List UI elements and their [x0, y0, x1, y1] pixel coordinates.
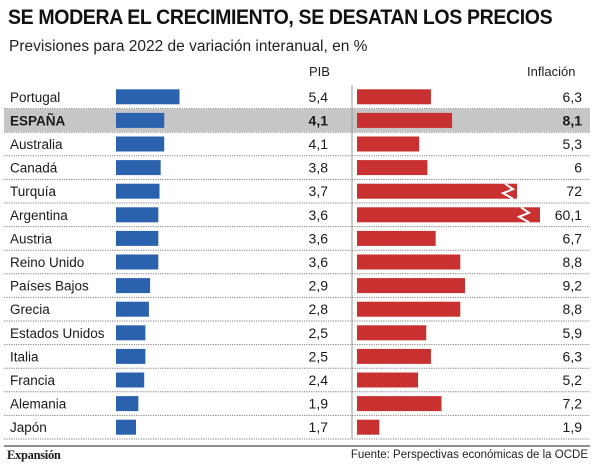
- category-label: Estados Unidos: [10, 326, 105, 341]
- axis-break-mark: [500, 182, 516, 200]
- inflacion-value-label: 6,3: [563, 89, 583, 105]
- category-label: Austria: [10, 231, 53, 246]
- highlight-row: [4, 109, 590, 132]
- pib-bar: [116, 254, 159, 270]
- inflacion-value-label: 1,9: [563, 419, 583, 435]
- chart-subtitle: Previsiones para 2022 de variación inter…: [9, 38, 368, 55]
- inflacion-column-header: Inflación: [527, 64, 576, 79]
- inflacion-value-label: 5,3: [563, 136, 583, 152]
- inflacion-value-label: 5,9: [563, 325, 583, 341]
- inflacion-value-label: 6: [574, 160, 582, 176]
- pib-bar: [116, 112, 165, 128]
- pib-bar: [116, 136, 165, 152]
- inflacion-bar: [357, 254, 461, 270]
- inflacion-value-label: 6,7: [563, 230, 583, 246]
- source-note: Fuente: Perspectivas económicas de la OC…: [350, 449, 588, 461]
- pib-value-label: 2,5: [309, 348, 329, 364]
- inflacion-bar: [357, 301, 461, 317]
- pib-bar: [116, 160, 161, 176]
- pib-bar: [116, 278, 151, 294]
- inflacion-value-label: 8,8: [563, 301, 583, 317]
- category-label: Canadá: [10, 161, 58, 176]
- axis-break-mark: [516, 206, 532, 224]
- pib-value-label: 3,8: [309, 160, 329, 176]
- category-label: ESPAÑA: [10, 113, 66, 128]
- inflacion-bar: [357, 89, 431, 105]
- pib-bar: [116, 183, 160, 199]
- pib-bar: [116, 372, 145, 388]
- inflacion-bar: [357, 396, 442, 412]
- category-label: Alemania: [10, 397, 67, 412]
- pib-value-label: 2,4: [309, 372, 329, 388]
- pib-value-label: 3,7: [309, 183, 329, 199]
- category-label: Grecia: [10, 302, 50, 317]
- pib-value-label: 3,6: [309, 230, 329, 246]
- category-label: Argentina: [10, 208, 68, 223]
- inflacion-value-label: 60,1: [555, 207, 582, 223]
- pib-bar: [116, 301, 149, 317]
- category-label: Turquía: [10, 184, 57, 199]
- pib-value-label: 2,5: [309, 325, 329, 341]
- inflacion-value-label: 72: [566, 183, 582, 199]
- category-label: Países Bajos: [10, 279, 89, 294]
- pib-value-label: 5,4: [309, 89, 329, 105]
- pib-bar: [116, 89, 180, 105]
- chart-title: SE MODERA EL CRECIMIENTO, SE DESATAN LOS…: [8, 6, 553, 29]
- inflacion-bar: [357, 112, 453, 128]
- inflacion-bar: [357, 207, 540, 223]
- pib-value-label: 3,6: [309, 254, 329, 270]
- inflacion-bar: [357, 419, 380, 435]
- inflacion-value-label: 5,2: [563, 372, 583, 388]
- inflacion-value-label: 9,2: [563, 278, 583, 294]
- pib-value-label: 2,9: [309, 278, 329, 294]
- inflacion-value-label: 6,3: [563, 348, 583, 364]
- pib-bar: [116, 325, 146, 341]
- category-label: Australia: [10, 137, 63, 152]
- category-label: Portugal: [10, 90, 60, 105]
- pib-value-label: 3,6: [309, 207, 329, 223]
- category-label: Italia: [10, 349, 39, 364]
- pib-bar: [116, 230, 159, 246]
- pib-column-header: PIB: [309, 64, 330, 79]
- inflacion-value-label: 7,2: [563, 396, 583, 412]
- inflacion-bar: [357, 136, 420, 152]
- inflacion-bar: [357, 160, 428, 176]
- category-label: Reino Unido: [10, 255, 84, 270]
- pib-value-label: 1,7: [309, 419, 329, 435]
- inflacion-bar: [357, 278, 465, 294]
- inflacion-bar: [357, 183, 517, 199]
- inflacion-bar: [357, 372, 419, 388]
- pib-value-label: 1,9: [309, 396, 329, 412]
- inflacion-value-label: 8,1: [563, 112, 583, 128]
- pib-bar: [116, 419, 136, 435]
- inflacion-bar: [357, 230, 436, 246]
- category-label: Francia: [10, 373, 56, 388]
- category-label: Japón: [10, 420, 47, 435]
- inflacion-bar: [357, 348, 431, 364]
- inflacion-bar: [357, 325, 427, 341]
- pib-value-label: 4,1: [309, 112, 329, 128]
- expansion-logo: Expansión: [7, 448, 61, 462]
- inflacion-value-label: 8,8: [563, 254, 583, 270]
- pib-bar: [116, 348, 146, 364]
- pib-value-label: 4,1: [309, 136, 329, 152]
- pib-value-label: 2,8: [309, 301, 329, 317]
- pib-bar: [116, 207, 159, 223]
- pib-bar: [116, 396, 139, 412]
